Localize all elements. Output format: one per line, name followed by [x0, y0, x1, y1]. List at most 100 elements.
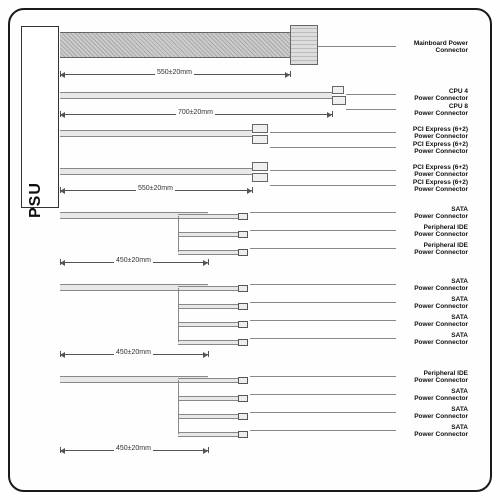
- label-line2: Power Connector: [398, 303, 468, 310]
- label-line1: Peripheral IDE: [398, 242, 468, 249]
- label-line1: SATA: [398, 332, 468, 339]
- label-sata-4-0: SATAPower Connector: [398, 278, 468, 293]
- leader-line: [250, 320, 396, 321]
- leader-line: [250, 338, 396, 339]
- label-line2: Power Connector: [398, 413, 468, 420]
- dim-tick: [208, 259, 209, 265]
- dim-tick: [252, 187, 253, 193]
- label-line1: PCI Express (6+2): [398, 126, 468, 133]
- branch-join: [178, 216, 179, 252]
- label-line2: Power Connector: [398, 431, 468, 438]
- label-line2: Power Connector: [398, 148, 468, 155]
- leader-line: [250, 248, 396, 249]
- psu-block: [21, 26, 59, 208]
- label-sata-4-1: SATAPower Connector: [398, 296, 468, 311]
- mini-connector-ide-sata-3-0: [238, 377, 248, 384]
- label-ide-sata-3-0: Peripheral IDEPower Connector: [398, 370, 468, 385]
- label-line2: Power Connector: [398, 133, 468, 140]
- label-line1: SATA: [398, 296, 468, 303]
- dim-label-pcie2: 550±20mm: [136, 185, 175, 192]
- leader-line: [270, 185, 396, 186]
- label-line1: SATA: [398, 206, 468, 213]
- connector-pcie1-0: [252, 124, 268, 133]
- label-line2: Power Connector: [398, 339, 468, 346]
- label-line1: CPU 8: [398, 103, 468, 110]
- label-line1: SATA: [398, 406, 468, 413]
- cable-cpu: [60, 92, 332, 99]
- leader-line: [250, 394, 396, 395]
- label-cpu-0: CPU 4Power Connector: [398, 88, 468, 103]
- mini-connector-ide-sata-3-2: [238, 413, 248, 420]
- leader-line: [318, 46, 396, 47]
- label-line2: Connector: [398, 47, 468, 54]
- branch-join: [178, 380, 179, 434]
- mini-connector-sata-4-2: [238, 321, 248, 328]
- label-line2: Power Connector: [398, 110, 468, 117]
- dim-tick: [60, 447, 61, 453]
- connector-pcie2-1: [252, 173, 268, 182]
- label-sata-ide-1-2: Peripheral IDEPower Connector: [398, 242, 468, 257]
- branch-sata-ide-1-1: [178, 232, 238, 237]
- label-sata-4-2: SATAPower Connector: [398, 314, 468, 329]
- mini-connector-sata-ide-1-1: [238, 231, 248, 238]
- mini-connector-sata-4-3: [238, 339, 248, 346]
- dim-tick: [60, 111, 61, 117]
- leader-line: [250, 302, 396, 303]
- leader-line: [250, 412, 396, 413]
- connector-cpu-1: [332, 96, 346, 105]
- dim-label-mainboard: 550±20mm: [155, 69, 194, 76]
- mini-connector-sata-4-1: [238, 303, 248, 310]
- connector-mainboard: [290, 25, 318, 65]
- label-mainboard-0: Mainboard PowerConnector: [398, 40, 468, 55]
- label-ide-sata-3-2: SATAPower Connector: [398, 406, 468, 421]
- label-line1: Peripheral IDE: [398, 370, 468, 377]
- label-line1: PCI Express (6+2): [398, 164, 468, 171]
- label-line1: CPU 4: [398, 88, 468, 95]
- label-pcie1-0: PCI Express (6+2)Power Connector: [398, 126, 468, 141]
- mini-connector-sata-ide-1-2: [238, 249, 248, 256]
- dim-tick: [60, 259, 61, 265]
- branch-ide-sata-3-2: [178, 414, 238, 419]
- label-line2: Power Connector: [398, 395, 468, 402]
- dim-tick: [60, 71, 61, 77]
- mini-connector-sata-4-0: [238, 285, 248, 292]
- mini-connector-sata-ide-1-0: [238, 213, 248, 220]
- leader-line: [346, 109, 396, 110]
- leader-line: [270, 170, 396, 171]
- label-line1: SATA: [398, 424, 468, 431]
- mini-connector-ide-sata-3-3: [238, 431, 248, 438]
- mini-connector-ide-sata-3-1: [238, 395, 248, 402]
- label-sata-4-3: SATAPower Connector: [398, 332, 468, 347]
- dim-label-cpu: 700±20mm: [176, 109, 215, 116]
- dim-tick: [208, 351, 209, 357]
- leader-line: [270, 132, 396, 133]
- label-pcie2-0: PCI Express (6+2)Power Connector: [398, 164, 468, 179]
- connector-cpu-0: [332, 86, 344, 94]
- label-line1: SATA: [398, 278, 468, 285]
- cable-mainboard: [60, 32, 290, 58]
- label-line2: Power Connector: [398, 249, 468, 256]
- branch-sata-4-3: [178, 340, 238, 345]
- leader-line: [270, 147, 396, 148]
- label-sata-ide-1-1: Peripheral IDEPower Connector: [398, 224, 468, 239]
- branch-join: [178, 288, 179, 342]
- label-line2: Power Connector: [398, 95, 468, 102]
- label-line2: Power Connector: [398, 321, 468, 328]
- label-pcie2-1: PCI Express (6+2)Power Connector: [398, 179, 468, 194]
- label-line2: Power Connector: [398, 377, 468, 384]
- dim-tick: [208, 447, 209, 453]
- label-pcie1-1: PCI Express (6+2)Power Connector: [398, 141, 468, 156]
- leader-line: [250, 284, 396, 285]
- branch-sata-ide-1-2: [178, 250, 238, 255]
- label-line1: PCI Express (6+2): [398, 179, 468, 186]
- label-line2: Power Connector: [398, 213, 468, 220]
- label-line2: Power Connector: [398, 171, 468, 178]
- label-line1: Peripheral IDE: [398, 224, 468, 231]
- leader-line: [250, 230, 396, 231]
- dim-label-sata-ide-1: 450±20mm: [114, 257, 153, 264]
- branch-ide-sata-3-0: [178, 378, 238, 383]
- label-line1: SATA: [398, 388, 468, 395]
- leader-line: [250, 212, 396, 213]
- psu-label: PSU: [27, 182, 45, 218]
- branch-sata-ide-1-0: [178, 214, 238, 219]
